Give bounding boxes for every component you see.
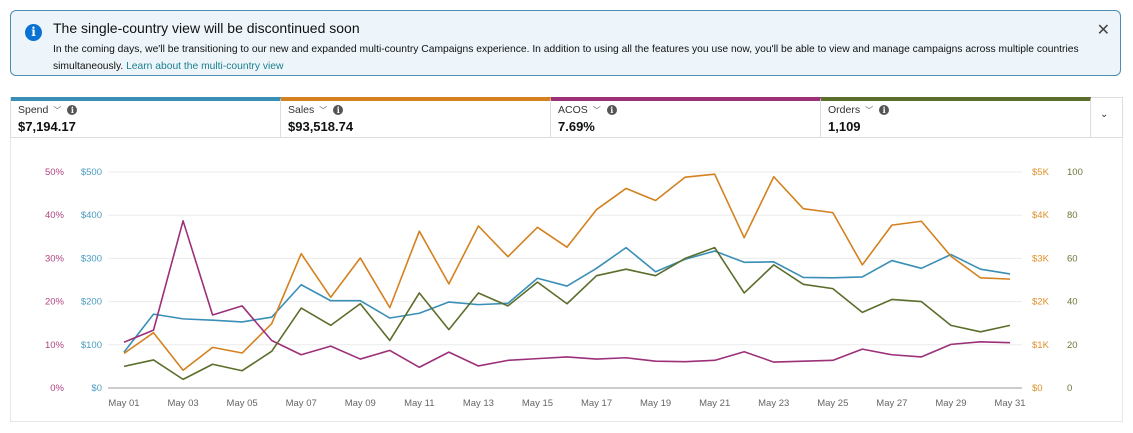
info-icon: i xyxy=(25,24,42,41)
series-line-sales xyxy=(123,173,1011,372)
acos-axis-tick: 0% xyxy=(50,383,64,394)
orders-axis-tick: 80 xyxy=(1067,210,1078,221)
x-axis-tick: May 23 xyxy=(758,398,789,409)
banner-title: The single-country view will be disconti… xyxy=(53,20,360,36)
metric-value: $7,194.17 xyxy=(18,119,76,134)
x-axis-tick: May 07 xyxy=(286,398,317,409)
sales-axis-tick: $3K xyxy=(1032,253,1050,264)
spend-axis-tick: $400 xyxy=(81,210,102,221)
orders-axis-tick: 20 xyxy=(1067,340,1078,351)
metric-value: $93,518.74 xyxy=(288,119,354,134)
info-icon[interactable]: i xyxy=(606,105,617,116)
acos-axis-tick: 40% xyxy=(45,210,65,221)
metric-label: Sales xyxy=(288,104,315,116)
info-icon[interactable]: i xyxy=(67,105,78,116)
sales-axis-tick: $2K xyxy=(1032,297,1050,308)
metric-value: 1,109 xyxy=(828,119,861,134)
orders-axis-tick: 60 xyxy=(1067,253,1078,264)
acos-axis-tick: 50% xyxy=(45,167,65,178)
metric-tab-spend[interactable]: Spend ﹀ i $7,194.17 xyxy=(11,97,281,137)
x-axis-tick: May 11 xyxy=(404,398,434,409)
info-icon[interactable]: i xyxy=(333,105,344,116)
x-axis-tick: May 09 xyxy=(345,398,376,409)
acos-axis-tick: 30% xyxy=(45,253,65,264)
notification-banner: i The single-country view will be discon… xyxy=(10,10,1121,76)
metric-label: Orders xyxy=(828,104,861,116)
chevron-down-icon[interactable]: ﹀ xyxy=(865,106,874,115)
chevron-down-icon[interactable]: ﹀ xyxy=(319,106,328,115)
x-axis-tick: May 13 xyxy=(463,398,494,409)
spend-axis-tick: $200 xyxy=(81,297,102,308)
x-axis-tick: May 05 xyxy=(227,398,258,409)
x-axis-tick: May 21 xyxy=(699,398,730,409)
x-axis-tick: May 15 xyxy=(522,398,553,409)
metric-value: 7.69% xyxy=(558,119,595,134)
series-line-spend xyxy=(123,246,1011,353)
sales-axis-tick: $4K xyxy=(1032,210,1050,221)
expand-metrics-button[interactable]: ⌄ xyxy=(1091,97,1122,137)
spend-axis-tick: $100 xyxy=(81,340,102,351)
info-icon[interactable]: i xyxy=(879,105,890,116)
x-axis-tick: May 19 xyxy=(640,398,671,409)
x-axis-tick: May 29 xyxy=(935,398,966,409)
metric-tabs: Spend ﹀ i $7,194.17 Sales ﹀ i $93,518.74 ACOS ﹀… xyxy=(10,97,1123,138)
chart-panel xyxy=(10,138,1123,422)
x-axis-tick: May 03 xyxy=(167,398,198,409)
x-axis-tick: May 31 xyxy=(994,398,1025,409)
x-axis-tick: May 17 xyxy=(581,398,612,409)
orders-axis-tick: 0 xyxy=(1067,383,1072,394)
metric-tab-acos[interactable]: ACOS ﹀ i 7.69% xyxy=(551,97,821,137)
metric-tab-orders[interactable]: Orders ﹀ i 1,109 xyxy=(821,97,1091,137)
sales-axis-tick: $1K xyxy=(1032,340,1050,351)
chevron-down-icon: ⌄ xyxy=(1100,109,1109,120)
banner-text: In the coming days, we'll be transitioni… xyxy=(53,41,1083,75)
spend-axis-tick: $500 xyxy=(81,167,102,178)
sales-axis-tick: $5K xyxy=(1032,167,1050,178)
sales-axis-tick: $0 xyxy=(1032,383,1043,394)
acos-axis-tick: 20% xyxy=(45,297,65,308)
metric-tab-sales[interactable]: Sales ﹀ i $93,518.74 xyxy=(281,97,551,137)
x-axis-tick: May 27 xyxy=(876,398,907,409)
x-axis-tick: May 25 xyxy=(817,398,848,409)
close-icon[interactable]: ✕ xyxy=(1096,20,1110,39)
spend-axis-tick: $0 xyxy=(91,383,102,394)
series-line-acos xyxy=(123,220,1011,369)
metric-label: Spend xyxy=(18,104,49,116)
learn-more-link[interactable]: Learn about the multi-country view xyxy=(126,61,284,72)
chevron-down-icon[interactable]: ﹀ xyxy=(53,106,62,115)
series-line-orders xyxy=(123,246,1011,381)
orders-axis-tick: 100 xyxy=(1067,167,1083,178)
metric-label: ACOS xyxy=(558,104,588,116)
orders-axis-tick: 40 xyxy=(1067,297,1078,308)
x-axis-tick: May 01 xyxy=(108,398,139,409)
spend-axis-tick: $300 xyxy=(81,253,102,264)
chevron-down-icon[interactable]: ﹀ xyxy=(592,106,601,115)
acos-axis-tick: 10% xyxy=(45,340,65,351)
banner-message: In the coming days, we'll be transitioni… xyxy=(53,44,1079,72)
